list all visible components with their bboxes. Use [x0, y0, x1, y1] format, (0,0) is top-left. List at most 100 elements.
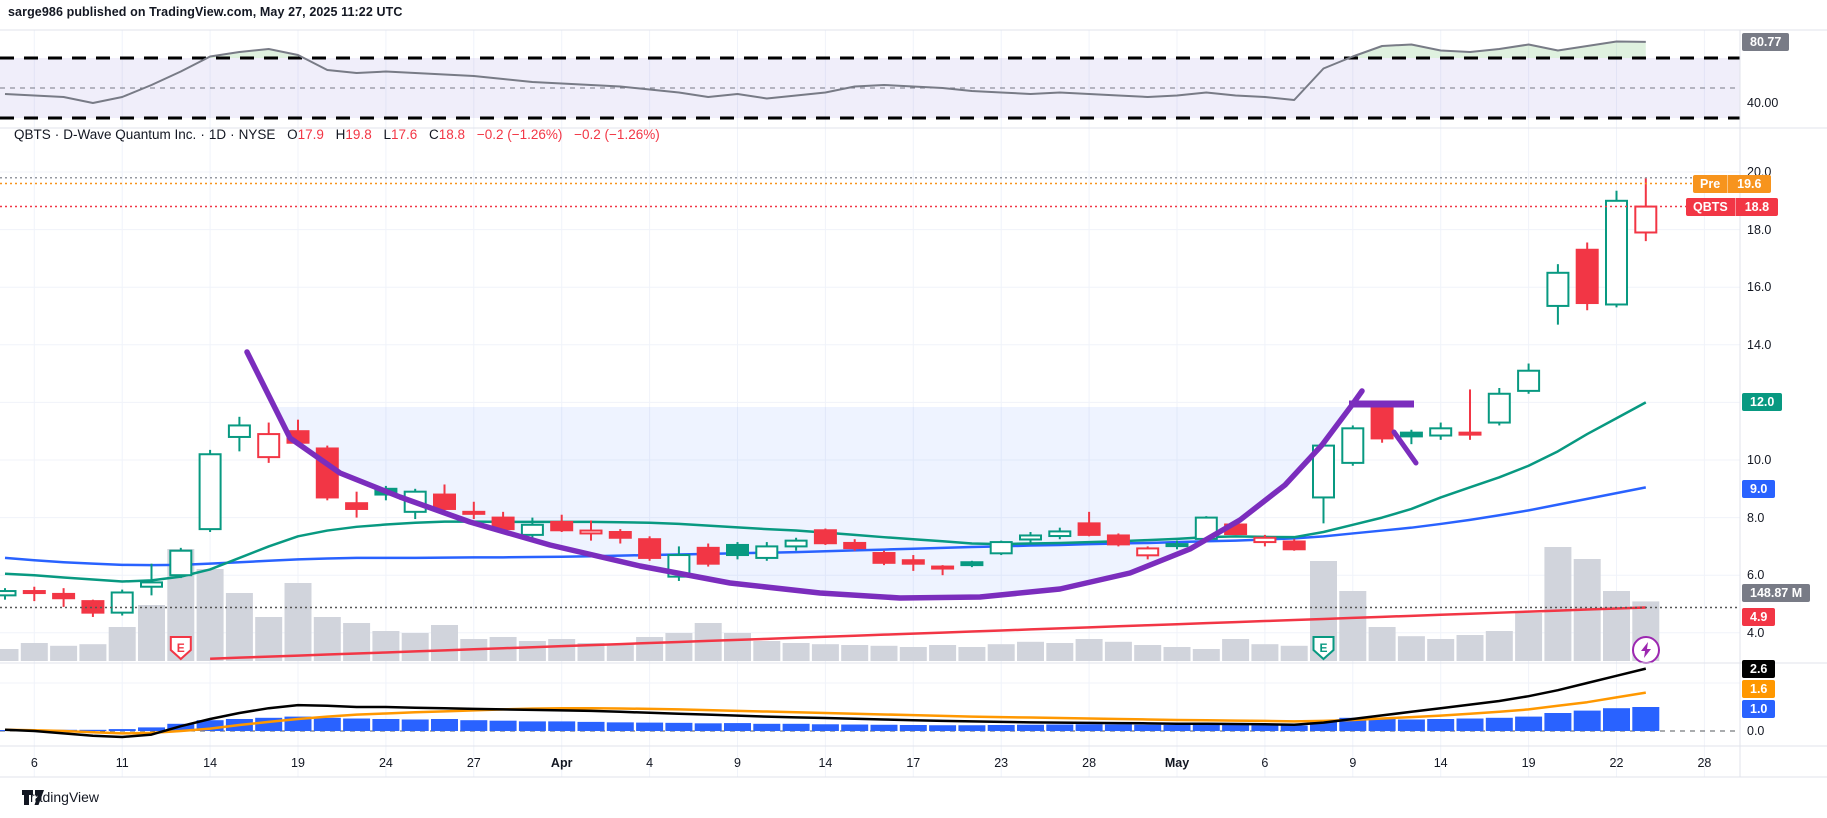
time-axis-label[interactable]: 28: [1082, 756, 1097, 770]
volume-bar: [782, 643, 810, 661]
volume-bar: [958, 647, 986, 661]
candle-body: [1575, 248, 1599, 305]
low-indicator-bar: [724, 723, 751, 731]
close-label: C: [429, 127, 439, 142]
price-axis-label[interactable]: 8.0: [1747, 510, 1765, 525]
price-axis-label[interactable]: 16.0: [1747, 280, 1772, 295]
candle-body: [1399, 431, 1423, 438]
mid-ma-line: [4, 486, 1647, 567]
low-indicator-bar: [79, 729, 107, 731]
time-axis-label[interactable]: 14: [1433, 756, 1448, 770]
candle-body: [579, 529, 603, 535]
price-axis-label[interactable]: 14.0: [1747, 337, 1772, 352]
low-indicator-bar: [313, 717, 341, 731]
tradingview-logo[interactable]: TradingView: [22, 789, 99, 805]
lightning-icon-bolt: [1641, 642, 1651, 658]
candle-body: [1634, 205, 1658, 234]
low-orange-line: [4, 691, 1647, 735]
low-indicator-bar: [1280, 725, 1308, 731]
rsi-axis-label[interactable]: 40.00: [1747, 96, 1779, 110]
low-indicator-bar: [1603, 708, 1630, 731]
volume-bar: [987, 644, 1015, 661]
volume-bar: [108, 627, 136, 661]
time-axis-label[interactable]: 19: [1521, 756, 1536, 770]
time-axis-label[interactable]: 22: [1609, 756, 1624, 770]
time-axis-label[interactable]: 14: [818, 756, 833, 770]
company-name: D-Wave Quantum Inc.: [63, 127, 197, 142]
candle-body: [1165, 543, 1189, 548]
change-value: −0.2 (−1.26%): [476, 127, 563, 142]
volume-bar: [1485, 631, 1513, 661]
candle-body: [755, 545, 779, 559]
low-indicator-bar: [636, 722, 664, 731]
low-indicator-bar: [929, 725, 957, 731]
volume-bar: [841, 645, 869, 661]
volume-bar: [1280, 645, 1308, 661]
volume-bar: [1075, 639, 1103, 661]
candle-body: [198, 453, 222, 531]
ma-fast-badge: 12.0: [1742, 393, 1783, 411]
price-axis-label[interactable]: 6.0: [1747, 568, 1765, 583]
time-axis-label[interactable]: 14: [203, 756, 218, 770]
time-axis-label[interactable]: 6: [30, 756, 38, 770]
price-axis-label[interactable]: 4.0: [1747, 625, 1765, 640]
time-axis-label[interactable]: 27: [466, 756, 481, 770]
low-indicator-bar: [753, 723, 781, 731]
attribution-text: sarge986 published on TradingView.com, M…: [8, 5, 403, 19]
volume-bar: [1134, 645, 1162, 661]
volume-bar: [79, 644, 107, 661]
candle-body: [1282, 540, 1306, 551]
low-indicator-bar: [431, 719, 458, 731]
volume-bar: [1046, 643, 1074, 661]
time-axis-label[interactable]: 9: [734, 756, 741, 770]
candle-body: [989, 541, 1013, 555]
low-indicator-bar: [1632, 707, 1660, 731]
symbol-header[interactable]: QBTS · D-Wave Quantum Inc. · 1D · NYSE O17.9 H…: [14, 127, 660, 142]
ma-mid-badge: 9.0: [1742, 480, 1776, 498]
low-indicator-bar: [899, 725, 927, 731]
low-axis-label[interactable]: 0.0: [1747, 724, 1765, 738]
price-axis-label[interactable]: 10.0: [1747, 453, 1772, 467]
rsi-value-badge: 80.77: [1742, 33, 1790, 51]
interval-label[interactable]: 1D: [208, 127, 227, 142]
low-orange-badge: 1.6: [1742, 680, 1776, 698]
low-indicator-bar: [1573, 710, 1601, 731]
time-axis-label[interactable]: May: [1164, 756, 1190, 770]
candle-body: [813, 529, 837, 545]
volume-bar: [255, 617, 283, 661]
premarket-badge: Pre 19.6: [1693, 175, 1771, 193]
time-axis-label[interactable]: 19: [291, 756, 305, 770]
low-indicator-bar: [1075, 724, 1103, 731]
time-axis-label[interactable]: Apr: [550, 756, 573, 770]
time-axis-label[interactable]: 6: [1261, 756, 1269, 770]
candle-body: [1077, 522, 1101, 536]
time-axis-label[interactable]: 11: [115, 756, 129, 770]
candle-body: [0, 590, 17, 597]
low-indicator-bar: [108, 729, 136, 731]
candle-body: [1253, 536, 1277, 544]
time-axis-label[interactable]: 23: [994, 756, 1009, 770]
low-indicator-bar: [1515, 716, 1543, 731]
low-indicator-bar: [1456, 718, 1484, 731]
price-axis-label[interactable]: 18.0: [1747, 222, 1772, 237]
time-axis-label[interactable]: 24: [378, 756, 393, 770]
candle-body: [1106, 534, 1130, 546]
handle-drawing: [1391, 429, 1419, 466]
symbol-name[interactable]: QBTS: [14, 127, 51, 142]
time-axis-label[interactable]: 17: [906, 756, 921, 770]
tradingview-logo-icon: [22, 790, 44, 805]
volume-bar: [1104, 641, 1132, 661]
time-axis-label[interactable]: 4: [646, 756, 654, 770]
low-label: L: [383, 127, 391, 142]
low-black-badge: 2.6: [1742, 660, 1776, 678]
volume-bar: [1603, 591, 1630, 661]
candle-body: [638, 538, 662, 559]
low-indicator-bar: [1163, 725, 1191, 731]
slow-ma-line: [210, 606, 1646, 660]
low-indicator-bar: [1485, 717, 1513, 731]
volume-bar: [1515, 613, 1543, 661]
time-axis-label[interactable]: 9: [1349, 756, 1357, 770]
time-axis-label[interactable]: 28: [1697, 756, 1712, 770]
